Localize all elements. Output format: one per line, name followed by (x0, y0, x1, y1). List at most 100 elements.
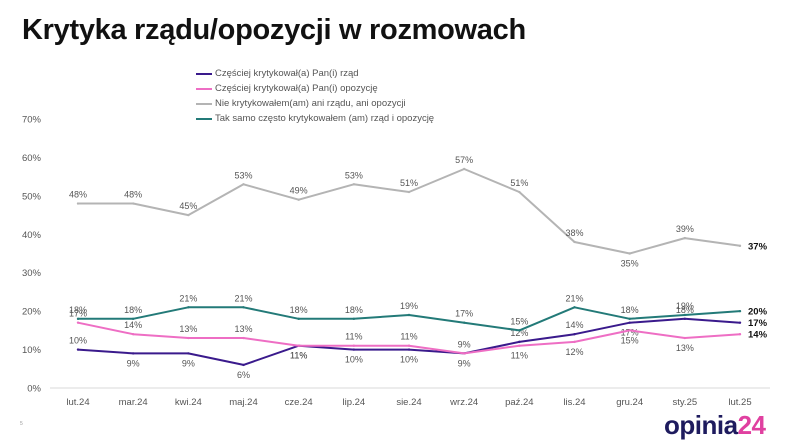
data-label: 11% (511, 351, 528, 361)
x-tick-label: wrz.24 (449, 397, 478, 408)
y-tick-label: 40% (22, 230, 42, 241)
data-point (407, 348, 411, 351)
data-label: 21% (179, 293, 197, 303)
x-tick-label: lut.24 (66, 397, 89, 408)
data-point (352, 183, 356, 186)
x-tick-label: paź.24 (505, 397, 534, 408)
data-point (131, 317, 135, 321)
data-point (76, 202, 80, 205)
data-label: 21% (234, 293, 252, 303)
data-point (738, 333, 742, 336)
data-label: 10% (69, 336, 87, 346)
x-tick-label: gru.24 (616, 397, 643, 408)
data-point (187, 352, 190, 355)
data-label: 12% (510, 328, 528, 338)
data-point (76, 317, 80, 321)
data-point (573, 333, 576, 336)
legend-label-nie-krytykowal: Nie krytykowałem(am) ani rządu, ani opoz… (215, 98, 406, 109)
data-point (131, 352, 135, 355)
data-point (407, 190, 411, 194)
x-tick-label: kwi.24 (175, 397, 202, 408)
data-label: 48% (69, 190, 87, 200)
data-point (738, 244, 742, 248)
data-label: 18% (69, 305, 87, 315)
data-label: 35% (621, 259, 639, 269)
data-point (518, 344, 521, 347)
y-tick-label: 0% (27, 384, 41, 395)
data-label: 17% (748, 318, 768, 329)
data-label: 15% (510, 316, 528, 326)
data-point (738, 321, 742, 324)
data-label: 9% (458, 339, 471, 349)
data-point (518, 329, 521, 332)
data-label: 10% (345, 355, 363, 365)
data-label: 45% (179, 201, 197, 211)
legend-swatch-rzad (196, 72, 212, 75)
data-label: 14% (565, 320, 583, 330)
brand-logo: opinia24 (664, 410, 766, 441)
data-label: 19% (676, 301, 694, 311)
x-tick-label: lis.24 (563, 397, 585, 408)
x-tick-label: sie.24 (396, 397, 421, 408)
data-point (628, 329, 631, 332)
legend-item-opozycja: Częściej krytykował(a) Pan(i) opozycję (196, 81, 434, 96)
data-point (407, 313, 411, 317)
data-point (297, 344, 300, 347)
y-tick-label: 20% (22, 307, 42, 318)
data-label: 14% (124, 320, 142, 330)
data-point (131, 202, 135, 205)
data-label: 10% (400, 355, 418, 365)
legend-item-nie-krytykowal: Nie krytykowałem(am) ani rządu, ani opoz… (196, 96, 434, 111)
legend-label-opozycja: Częściej krytykował(a) Pan(i) opozycję (215, 83, 378, 94)
legend-swatch-nie-krytykowal (196, 102, 212, 105)
data-label: 13% (179, 324, 197, 334)
data-point (187, 336, 190, 340)
data-label: 18% (676, 305, 694, 315)
data-label: 19% (400, 301, 418, 311)
data-label: 18% (621, 305, 639, 315)
data-point (76, 321, 80, 324)
data-label: 13% (676, 343, 694, 353)
data-point (352, 344, 356, 347)
data-label: 6% (237, 370, 250, 380)
data-point (407, 344, 411, 347)
y-tick-label: 60% (22, 153, 42, 164)
data-label: 57% (455, 155, 473, 165)
data-label: 15% (621, 335, 639, 345)
data-label: 48% (124, 190, 142, 200)
data-label: 20% (748, 307, 768, 318)
legend-item-rzad: Częściej krytykował(a) Pan(i) rząd (196, 66, 434, 81)
data-point (683, 336, 687, 340)
legend-item-tak-samo: Tak samo często krytykowałem (am) rząd i… (196, 111, 434, 126)
legend-label-rzad: Częściej krytykował(a) Pan(i) rząd (215, 68, 359, 79)
data-point (352, 348, 356, 351)
x-tick-label: cze.24 (285, 397, 313, 408)
data-point (187, 213, 190, 217)
data-point (242, 363, 245, 367)
data-label: 21% (565, 293, 583, 303)
page-number: 5 (20, 421, 23, 427)
data-point (573, 340, 576, 344)
data-label: 39% (676, 224, 694, 234)
data-label: 18% (124, 305, 142, 315)
logo-text-24: 24 (737, 410, 766, 440)
data-label: 49% (290, 186, 308, 196)
data-point (683, 236, 687, 240)
data-label: 9% (182, 358, 195, 368)
data-label: 17% (621, 328, 639, 338)
data-point (462, 167, 466, 171)
data-point (683, 313, 687, 317)
legend-swatch-opozycja (196, 87, 212, 90)
data-point (628, 252, 631, 255)
x-tick-label: mar.24 (119, 397, 148, 408)
data-point (462, 352, 466, 355)
data-label: 38% (565, 228, 583, 238)
data-point (628, 321, 631, 324)
data-label: 53% (234, 170, 252, 180)
data-label: 12% (565, 347, 583, 357)
data-point (242, 306, 245, 309)
data-label: 11% (290, 351, 307, 361)
data-label: 37% (748, 241, 768, 252)
y-tick-label: 70% (22, 115, 42, 126)
data-label: 18% (290, 305, 308, 315)
